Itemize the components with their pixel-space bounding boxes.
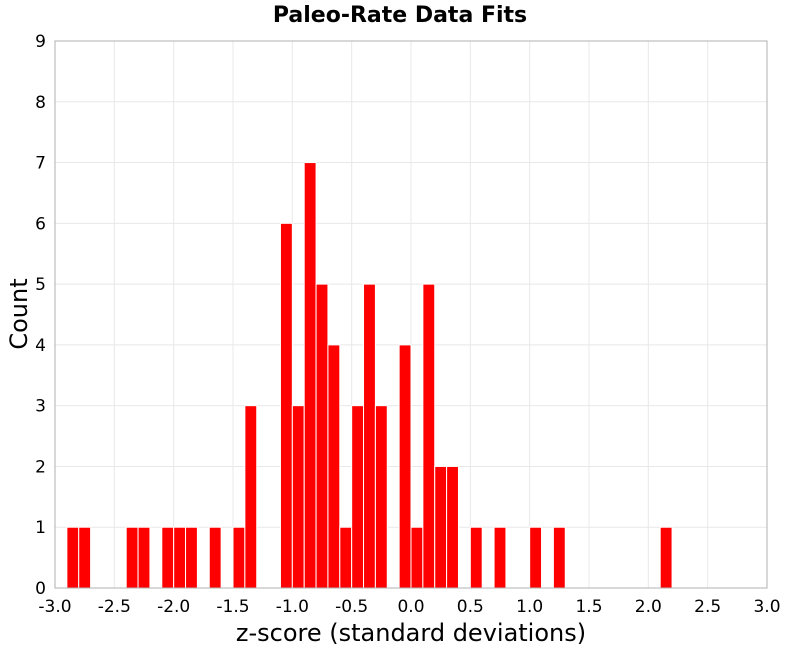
y-tick-label: 9 xyxy=(35,32,46,52)
plot-frame xyxy=(54,40,768,589)
histogram-bar xyxy=(374,405,388,589)
histogram-bar xyxy=(279,222,293,589)
histogram-bar xyxy=(446,465,459,589)
y-tick-label: 8 xyxy=(35,93,46,113)
x-tick-label: 2.5 xyxy=(694,597,721,617)
histogram-bar xyxy=(137,526,151,589)
histogram-bar xyxy=(351,405,365,589)
x-tick-label: 3.0 xyxy=(753,597,780,617)
histogram-bar xyxy=(315,283,329,589)
x-tick-label: -3.0 xyxy=(38,597,71,617)
y-tick-label: 3 xyxy=(35,397,46,417)
y-tick-label: 6 xyxy=(35,214,46,234)
x-tick-label: 0.5 xyxy=(457,597,484,617)
histogram-bar xyxy=(327,344,341,589)
x-tick-label: 0.0 xyxy=(397,597,424,617)
histogram-bar xyxy=(303,162,317,589)
histogram-bar xyxy=(78,526,92,589)
chart-title: Paleo-Rate Data Fits xyxy=(273,3,527,28)
y-tick-label: 4 xyxy=(35,336,46,356)
x-tick-label: 1.5 xyxy=(575,597,602,617)
x-tick-label: 2.0 xyxy=(635,597,662,617)
y-tick-label: 0 xyxy=(35,579,46,599)
histogram-bar xyxy=(422,283,436,589)
y-tick-label: 7 xyxy=(35,154,46,174)
x-tick-label: -1.5 xyxy=(216,597,249,617)
histogram-bar xyxy=(529,526,543,589)
histogram-bar xyxy=(244,405,258,589)
y-axis-ticks: 0 1 2 3 4 5 6 7 8 9 xyxy=(35,32,46,599)
x-tick-label: -1.0 xyxy=(276,597,309,617)
histogram-bar xyxy=(125,526,139,589)
y-tick-label: 1 xyxy=(35,518,46,538)
histogram-bar xyxy=(493,526,507,589)
x-tick-label: -2.0 xyxy=(157,597,190,617)
histogram-bar xyxy=(659,526,673,589)
histogram-bar xyxy=(173,526,187,589)
x-axis-label: z-score (standard deviations) xyxy=(236,619,586,647)
histogram-bar xyxy=(469,526,483,589)
histogram-bar xyxy=(552,526,566,589)
histogram-bar xyxy=(434,465,448,589)
bars-group xyxy=(66,162,673,589)
histogram-bar xyxy=(161,526,175,589)
histogram-bar xyxy=(291,405,305,589)
x-tick-label: 1.0 xyxy=(516,597,543,617)
histogram-bar xyxy=(410,526,424,589)
x-tick-label: -2.5 xyxy=(98,597,131,617)
histogram-bar xyxy=(363,283,376,589)
histogram-bar xyxy=(232,526,246,589)
y-axis-label: Count xyxy=(5,278,33,349)
histogram-bar xyxy=(398,344,412,589)
y-tick-label: 2 xyxy=(35,457,46,477)
y-tick-label: 5 xyxy=(35,275,46,295)
histogram-bar xyxy=(208,526,222,589)
x-tick-label: -0.5 xyxy=(335,597,368,617)
histogram-bar xyxy=(66,526,80,589)
x-axis-ticks: -3.0 -2.5 -2.0 -1.5 -1.0 -0.5 0.0 0.5 1.0 1.5 2.0 2… xyxy=(38,597,780,617)
histogram-bar xyxy=(185,526,198,589)
histogram-bar xyxy=(339,526,353,589)
